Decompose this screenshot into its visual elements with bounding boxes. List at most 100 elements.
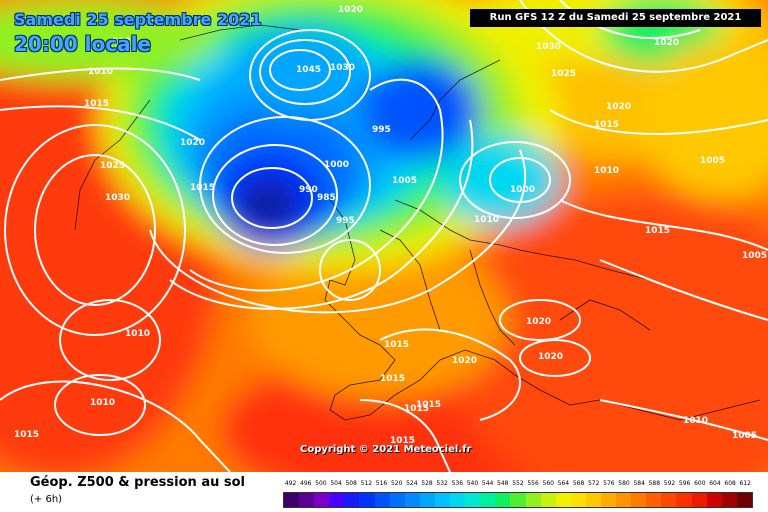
isobar-label: 1015	[390, 436, 415, 446]
scale-label: 552	[512, 480, 524, 487]
scale-label: 604	[709, 480, 721, 487]
scale-swatch	[631, 493, 647, 507]
isobar-label: 1030	[112, 37, 137, 47]
isobar-label: 1025	[100, 161, 125, 171]
scale-swatch	[359, 493, 375, 507]
scale-label: 516	[375, 480, 388, 487]
isobar-label: 995	[372, 125, 391, 135]
isobar-label: 985	[317, 193, 336, 203]
isobar-label: 1000	[324, 160, 349, 170]
isobar-label: 1015	[14, 430, 39, 440]
isobar-labels: 1020 1010 1030 1015 1045 1030 1020 1025 1030 1015…	[14, 5, 767, 446]
isobar-label: 1015	[190, 183, 215, 193]
isobar-label: 1015	[416, 400, 441, 410]
isobar-lines	[0, 0, 768, 472]
scale-swatch	[450, 493, 466, 507]
scale-label: 548	[497, 480, 509, 487]
scale-label: 612	[739, 480, 751, 487]
scale-swatch	[404, 493, 420, 507]
scale-label: 492	[284, 480, 297, 487]
scale-swatch	[510, 493, 526, 507]
scale-label: 584	[633, 480, 645, 487]
isobar-label: 1015	[645, 226, 670, 236]
scale-label: 572	[587, 480, 600, 487]
scale-swatch	[555, 493, 571, 507]
scale-swatch	[646, 493, 662, 507]
isobar-label: 1010	[125, 329, 150, 339]
scale-swatch	[284, 493, 300, 507]
scale-label: 568	[572, 480, 585, 487]
time-title: 20:00 locale	[14, 32, 151, 56]
scale-label: 608	[724, 480, 736, 487]
scale-swatch	[661, 493, 677, 507]
scale-label: 564	[557, 480, 570, 487]
scale-label: 500	[315, 480, 327, 487]
isobar-label: 1010	[90, 398, 115, 408]
isobar-label: 1030	[330, 63, 355, 73]
legend-footer: Géop. Z500 & pression au sol (+ 6h) 492 4…	[0, 472, 768, 512]
scale-swatch	[434, 493, 451, 507]
isobar-label: 1020	[606, 102, 631, 112]
scale-swatch	[736, 493, 752, 507]
isobar-label: 1045	[296, 65, 321, 75]
map-canvas: 1020 1010 1030 1015 1045 1030 1020 1025 1030 1015…	[0, 0, 768, 472]
scale-swatch	[691, 493, 707, 507]
color-scale-labels: 492 496 500 504 508 512 516 520 524 528 532 536 540 5…	[283, 480, 753, 490]
isobar-label: 995	[336, 216, 355, 226]
scale-label: 580	[618, 480, 630, 487]
scale-label: 588	[648, 480, 661, 487]
date-title: Samedi 25 septembre 2021	[14, 10, 262, 29]
isobar-label: 1015	[84, 99, 109, 109]
scale-label: 520	[390, 480, 403, 487]
scale-label: 544	[481, 480, 494, 487]
scale-swatch	[570, 493, 586, 507]
scale-swatch	[525, 493, 541, 507]
geopotential-field	[0, 0, 768, 472]
scale-swatch	[600, 493, 617, 507]
isobar-label: 1015	[380, 374, 405, 384]
color-scale: 492 496 500 504 508 512 516 520 524 528 532 536 540 5…	[283, 480, 753, 508]
isobar-label: 1000	[510, 185, 535, 195]
isobar-label: 1010	[683, 416, 708, 426]
scale-label: 560	[542, 480, 554, 487]
scale-label: 600	[694, 480, 706, 487]
scale-label: 508	[345, 480, 357, 487]
scale-swatch	[495, 493, 511, 507]
run-info: Run GFS 12 Z du Samedi 25 septembre 2021	[470, 9, 761, 27]
isobar-label: 990	[299, 185, 318, 195]
isobar-label: 1025	[551, 69, 576, 79]
scale-label: 592	[663, 480, 676, 487]
scale-swatch	[314, 493, 330, 507]
isobar-label: 1015	[384, 340, 409, 350]
scale-label: 596	[678, 480, 691, 487]
scale-swatch	[374, 493, 390, 507]
isobar-label: 1020	[538, 352, 563, 362]
scale-label: 576	[603, 480, 615, 487]
scale-label: 536	[451, 480, 464, 487]
isobar-label: 1020	[180, 138, 205, 148]
scale-swatch	[389, 493, 405, 507]
scale-label: 524	[406, 480, 418, 487]
isobar-label: 1020	[452, 356, 477, 366]
scale-swatch	[585, 493, 601, 507]
scale-label: 532	[436, 480, 448, 487]
scale-swatch	[419, 493, 435, 507]
isobar-label: 1015	[594, 120, 619, 130]
weather-map: 1020 1010 1030 1015 1045 1030 1020 1025 1030 1015…	[0, 0, 768, 472]
scale-swatch	[299, 493, 315, 507]
legend-subtitle: (+ 6h)	[30, 494, 63, 505]
scale-label: 540	[466, 480, 479, 487]
legend-title: Géop. Z500 & pression au sol	[30, 475, 245, 490]
isobar-label: 1005	[392, 176, 417, 186]
scale-label: 528	[421, 480, 433, 487]
scale-label: 512	[360, 480, 373, 487]
scale-label: 504	[330, 480, 342, 487]
scale-swatch	[721, 493, 737, 507]
isobar-label: 1020	[526, 317, 551, 327]
scale-swatch	[540, 493, 556, 507]
scale-swatch	[616, 493, 632, 507]
scale-swatch	[480, 493, 496, 507]
color-scale-bar	[283, 492, 753, 508]
scale-swatch	[706, 493, 722, 507]
isobar-label: 1030	[105, 193, 130, 203]
